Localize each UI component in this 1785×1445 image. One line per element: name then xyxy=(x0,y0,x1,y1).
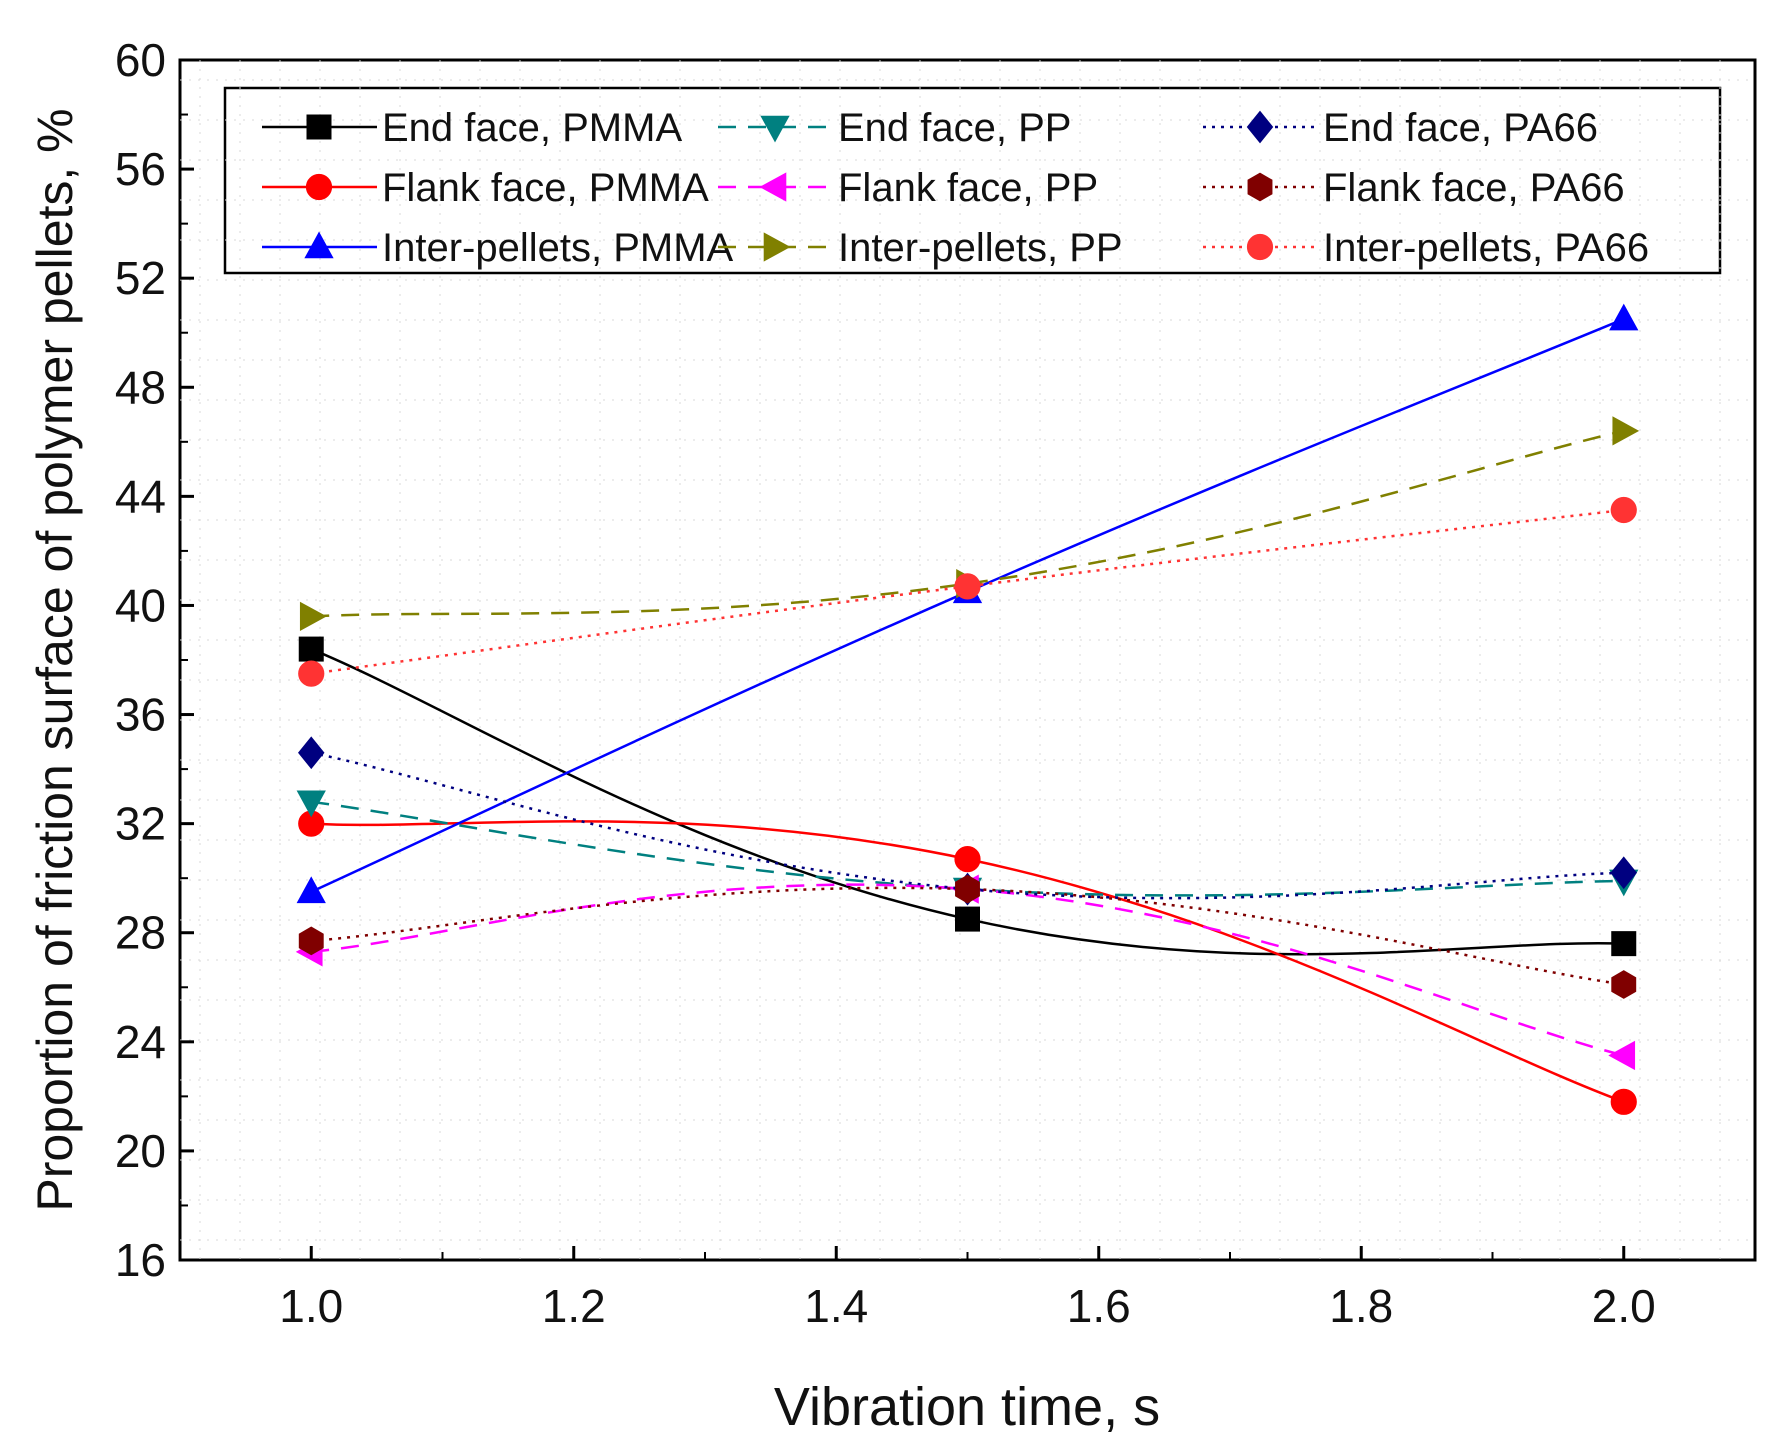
y-axis-label: Proportion of friction surface of polyme… xyxy=(27,108,83,1211)
series-inter-pellets-pa66 xyxy=(298,496,1637,687)
x-tick-label: 1.6 xyxy=(1067,1280,1131,1332)
y-tick-label: 36 xyxy=(115,689,166,741)
data-point xyxy=(298,636,324,662)
series-flank-face-pa66 xyxy=(298,874,1637,999)
legend-label: Inter-pellets, PA66 xyxy=(1323,226,1649,270)
y-tick-label: 52 xyxy=(115,252,166,304)
x-tick-label: 2.0 xyxy=(1592,1280,1656,1332)
y-tick-label: 44 xyxy=(115,470,166,522)
legend-marker xyxy=(1246,233,1274,261)
y-tick-label: 40 xyxy=(115,579,166,631)
data-point xyxy=(296,790,326,818)
legend-label: Flank face, PMMA xyxy=(382,166,709,210)
legend-item: Inter-pellets, PP xyxy=(718,226,1123,270)
series-inter-pellets-pmma xyxy=(296,303,1639,904)
legend-item: Inter-pellets, PMMA xyxy=(262,226,734,270)
legend-label: End face, PA66 xyxy=(1323,106,1598,150)
y-tick-label: 24 xyxy=(115,1016,166,1068)
legend-item: Inter-pellets, PA66 xyxy=(1203,226,1649,270)
series-end-face-pmma xyxy=(298,636,1637,957)
legend-item: End face, PP xyxy=(718,106,1071,150)
data-point xyxy=(1610,496,1637,524)
legend-item: Flank face, PP xyxy=(718,166,1098,210)
data-point xyxy=(1611,931,1637,957)
legend-marker xyxy=(760,115,790,143)
y-tick-label: 32 xyxy=(115,798,166,850)
legend-marker xyxy=(304,231,334,259)
legend-marker xyxy=(763,232,791,262)
legend-label: Flank face, PA66 xyxy=(1323,166,1625,210)
legend-item: End face, PMMA xyxy=(262,106,682,150)
legend-label: End face, PP xyxy=(838,106,1071,150)
y-tick-label: 20 xyxy=(115,1125,166,1177)
data-point xyxy=(954,573,981,600)
legend-marker xyxy=(306,114,332,140)
data-point xyxy=(955,874,980,904)
data-point xyxy=(1608,1040,1636,1071)
data-point xyxy=(298,660,325,687)
y-tick-label: 60 xyxy=(115,34,166,86)
data-point xyxy=(954,845,981,873)
data-point xyxy=(1610,856,1637,890)
data-point xyxy=(298,926,324,956)
data-point xyxy=(1612,416,1640,446)
legend-label: Inter-pellets, PMMA xyxy=(382,226,734,270)
data-point xyxy=(1609,303,1639,331)
x-tick-label: 1.8 xyxy=(1329,1280,1393,1332)
legend-marker xyxy=(759,172,787,202)
series-line xyxy=(310,317,1625,893)
legend-item: Flank face, PA66 xyxy=(1203,166,1625,210)
data-point xyxy=(955,906,980,932)
x-tick-label: 1.4 xyxy=(804,1280,868,1332)
x-tick-label: 1.0 xyxy=(279,1280,343,1332)
series-line xyxy=(311,508,1624,675)
y-tick-label: 28 xyxy=(115,907,166,959)
series-line xyxy=(311,429,1625,618)
x-axis-label: Vibration time, s xyxy=(774,1377,1160,1437)
legend-label: Inter-pellets, PP xyxy=(838,226,1123,270)
legend-item: End face, PA66 xyxy=(1203,106,1598,150)
legend-box xyxy=(223,86,1722,275)
legend-label: Flank face, PP xyxy=(838,166,1098,210)
data-point xyxy=(1611,970,1637,999)
legend-marker xyxy=(305,173,333,201)
series-flank-face-pmma xyxy=(298,810,1637,1115)
x-tick-label: 1.2 xyxy=(542,1280,606,1332)
y-tick-label: 16 xyxy=(115,1234,166,1286)
data-point xyxy=(1610,1088,1637,1115)
series-flank-face-pp xyxy=(295,874,1636,1071)
y-tick-label: 48 xyxy=(115,361,166,413)
legend-label: End face, PMMA xyxy=(382,106,682,150)
data-point xyxy=(296,876,326,904)
data-point xyxy=(298,736,325,770)
legend-item: Flank face, PMMA xyxy=(262,166,709,210)
data-point xyxy=(299,601,327,632)
legend-marker xyxy=(1247,172,1273,202)
y-tick-label: 56 xyxy=(115,143,166,195)
legend-marker xyxy=(1246,110,1274,144)
